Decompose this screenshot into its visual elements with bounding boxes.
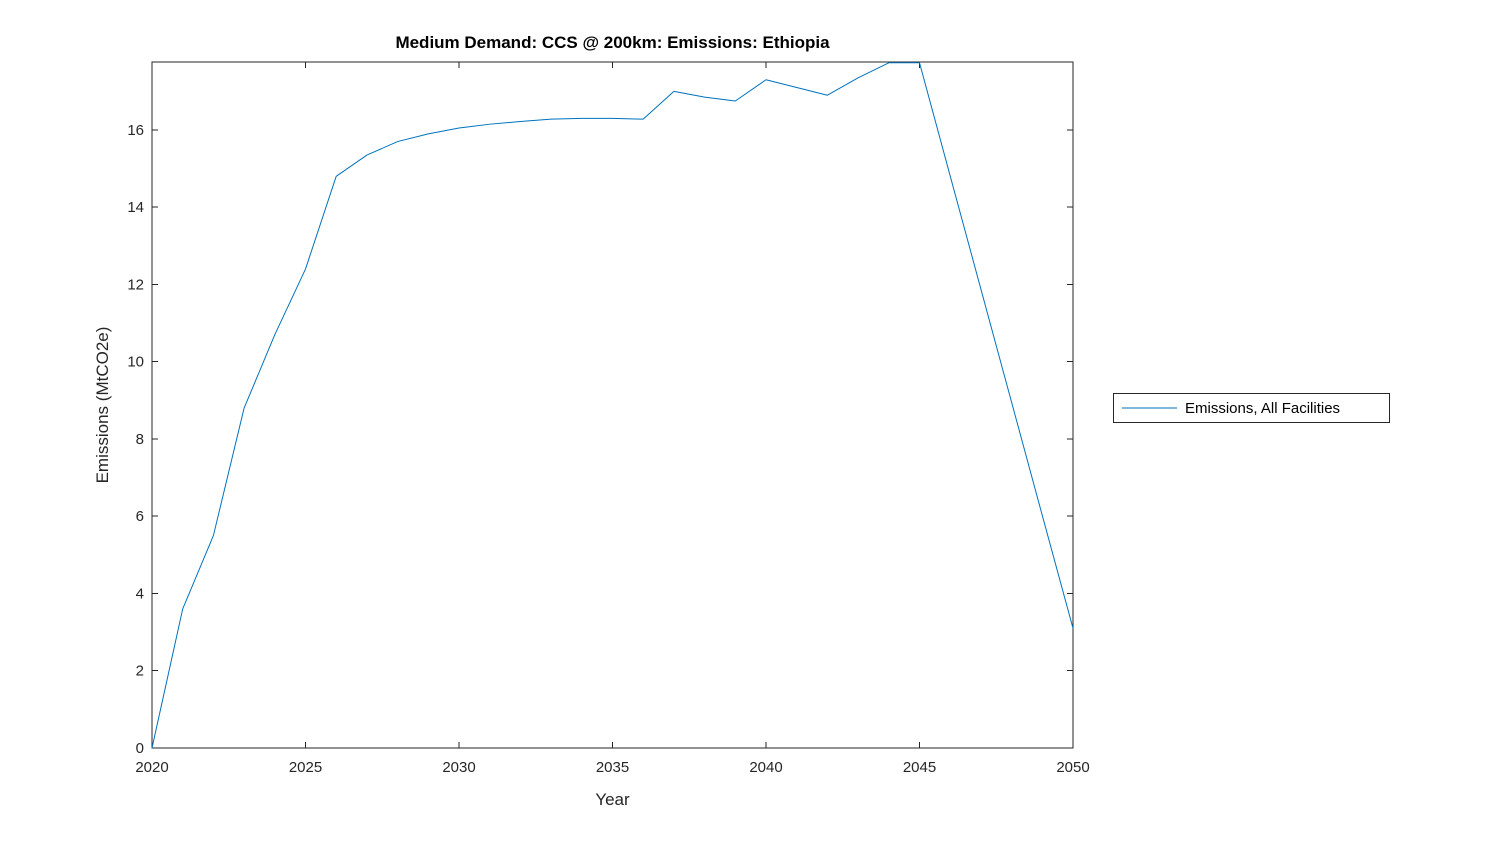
x-tick-label: 2030 (442, 759, 475, 776)
x-tick-label: 2025 (289, 759, 322, 776)
y-tick-label: 16 (127, 122, 144, 139)
y-tick-label: 10 (127, 354, 144, 371)
x-tick-label: 2035 (596, 759, 629, 776)
y-tick-label: 4 (136, 585, 144, 602)
x-tick-label: 2045 (903, 759, 936, 776)
legend: Emissions, All Facilities (1113, 393, 1390, 423)
chart-title: Medium Demand: CCS @ 200km: Emissions: E… (395, 33, 830, 52)
legend-label: Emissions, All Facilities (1185, 399, 1341, 417)
x-tick-label: 2050 (1056, 759, 1089, 776)
y-axis-label: Emissions (MtCO2e) (93, 326, 112, 484)
y-tick-label: 8 (136, 431, 144, 448)
emissions-line (151, 62, 1074, 749)
y-tick-label: 6 (136, 508, 144, 525)
y-tick-label: 14 (127, 199, 144, 216)
x-tick-label: 2040 (749, 759, 782, 776)
x-tick-label: 2020 (135, 759, 168, 776)
legend-line-sample (1122, 407, 1177, 409)
y-tick-label: 0 (136, 740, 144, 757)
axes-box (151, 61, 1074, 749)
y-tick-label: 2 (136, 663, 144, 680)
y-tick-label: 12 (127, 276, 144, 293)
x-axis-label: Year (595, 790, 630, 809)
